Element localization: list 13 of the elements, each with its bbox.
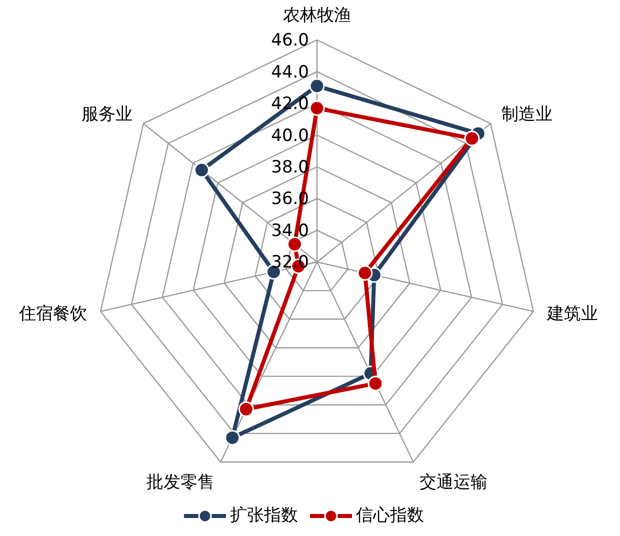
spoke-label: 批发零售 — [146, 472, 215, 492]
y-tick-label: 46.0 — [271, 30, 309, 51]
spoke-label: 住宿餐饮 — [18, 304, 87, 324]
spoke-label: 农林牧渔 — [283, 6, 351, 26]
y-tick-label: 44.0 — [271, 62, 309, 82]
spoke-label: 交通运输 — [419, 472, 488, 492]
legend-label: 扩张指数 — [230, 506, 298, 526]
spoke-label: 制造业 — [502, 104, 553, 125]
legend-label: 信心指数 — [356, 506, 424, 526]
spoke-label: 建筑业 — [546, 304, 598, 324]
y-tick-label: 32.0 — [271, 252, 309, 273]
y-tick-label: 40.0 — [271, 126, 309, 146]
spoke-label: 服务业 — [81, 104, 132, 125]
